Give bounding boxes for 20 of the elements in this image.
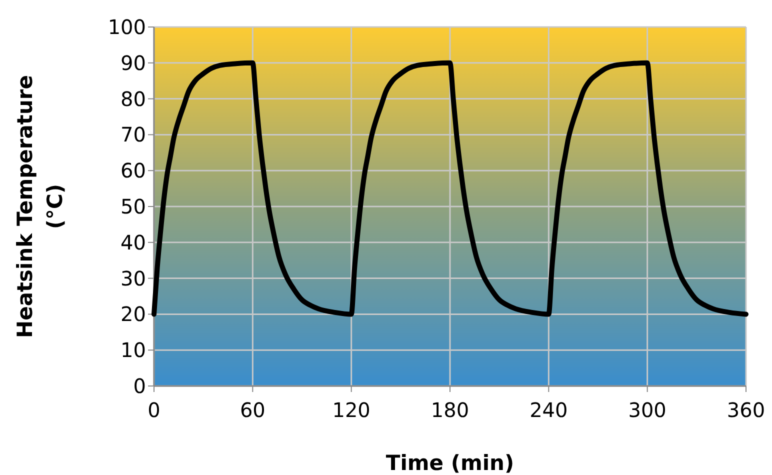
y-tick-label: 20 <box>120 302 146 326</box>
y-tick-label: 90 <box>120 50 146 75</box>
y-axis-title: Heatsink Temperature (°C) <box>13 74 67 338</box>
x-tick-label: 360 <box>726 398 766 422</box>
y-tick-label: 70 <box>120 122 146 147</box>
y-tick-label: 30 <box>120 266 146 290</box>
x-tick-label: 120 <box>332 398 370 422</box>
x-tick-label: 60 <box>240 398 266 422</box>
y-tick-label: 0 <box>133 374 146 398</box>
y-tick-label: 80 <box>120 86 146 111</box>
x-tick-label: 180 <box>430 398 470 422</box>
y-tick-label: 50 <box>120 194 146 218</box>
x-tick-label: 300 <box>628 398 666 422</box>
y-tick-label: 100 <box>108 15 146 39</box>
y-tick-label: 60 <box>120 158 146 183</box>
x-tick-label: 240 <box>530 398 568 422</box>
y-tick-label: 10 <box>120 338 146 362</box>
x-axis-title: Time (min) <box>386 451 514 475</box>
y-tick-label: 40 <box>120 230 146 254</box>
x-tick-label: 0 <box>148 398 160 422</box>
